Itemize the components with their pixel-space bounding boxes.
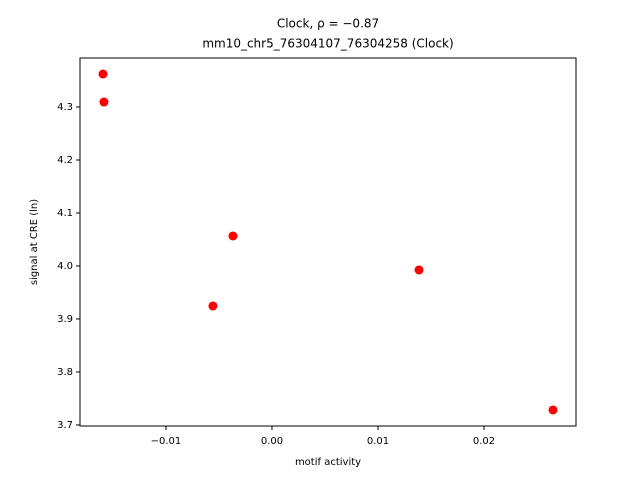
x-tick-label: 0.00 bbox=[261, 436, 283, 447]
x-tick-label: −0.01 bbox=[151, 436, 182, 447]
y-tick-label: 3.9 bbox=[57, 314, 73, 325]
y-tick-label: 4.2 bbox=[57, 155, 73, 166]
y-tick-label: 3.8 bbox=[57, 367, 73, 378]
point bbox=[98, 69, 108, 79]
y-tick-label: 3.7 bbox=[57, 420, 73, 431]
y-tick-label: 4.1 bbox=[57, 208, 73, 219]
y-axis-label: signal at CRE (ln) bbox=[29, 199, 40, 285]
x-tick-label: 0.01 bbox=[367, 436, 389, 447]
point bbox=[548, 405, 558, 415]
point bbox=[414, 265, 424, 275]
y-tick-label: 4.3 bbox=[57, 102, 73, 113]
point bbox=[99, 97, 109, 107]
chart-subtitle: mm10_chr5_76304107_76304258 (Clock) bbox=[202, 37, 453, 51]
x-tick-label: 0.02 bbox=[473, 436, 495, 447]
point bbox=[228, 231, 238, 241]
point bbox=[208, 301, 218, 311]
plot-frame bbox=[79, 57, 577, 427]
x-axis-label: motif activity bbox=[295, 457, 361, 468]
y-tick-label: 4.0 bbox=[57, 261, 73, 272]
chart-title: Clock, ρ = −0.87 bbox=[277, 17, 379, 31]
